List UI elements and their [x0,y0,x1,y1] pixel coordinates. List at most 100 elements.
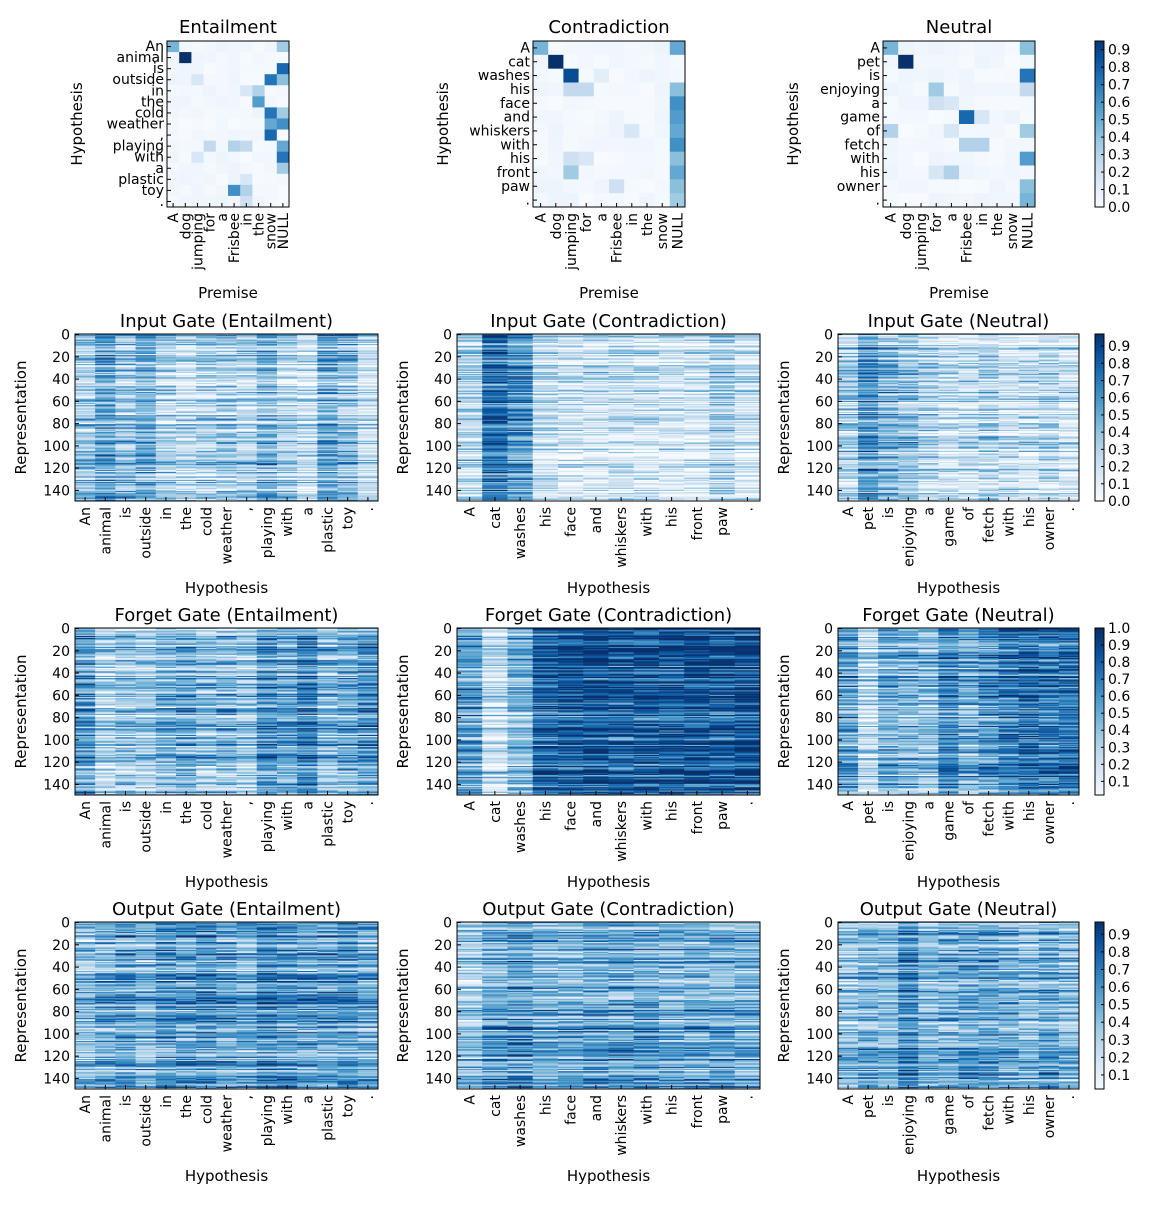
attention-cell [276,96,290,108]
gate-cell [297,444,318,446]
gate-cell [858,375,879,377]
gate-cell [277,354,298,356]
gate-cell [196,350,217,353]
gate-cell [196,462,217,464]
gate-cell [633,387,660,389]
attention-cell [913,151,929,166]
gate-cell [135,484,157,486]
gate-cell [633,393,660,395]
y-tick-label: a [155,161,164,177]
attention-cell [593,41,610,56]
gate-cell [216,484,237,486]
gate-cell [115,472,136,474]
gate-cell [196,387,217,389]
gate-cell [196,470,217,473]
gate-cell [659,482,685,484]
colorbar-segment [1095,104,1104,108]
gate-cell [633,455,660,457]
gate-cell [236,351,258,354]
gate-cell [507,400,534,403]
gate-cell [838,469,859,472]
gate-cell [507,470,534,473]
gate-cell [633,413,660,415]
gate-cell [75,399,96,402]
gate-cell [507,352,534,355]
gate-cell [659,483,685,485]
gate-cell [196,464,217,466]
gate-cell [176,375,197,377]
gate-cell [115,380,136,383]
gate-cell [155,395,177,397]
gate-cell [532,396,559,398]
gate-cell [482,407,508,409]
gate-cell [684,367,710,369]
x-tick-label: is [119,507,135,518]
gate-cell [277,376,298,378]
gate-cell [633,365,660,367]
gate-cell [277,424,298,426]
gate-cell [357,364,379,366]
gate-cell [297,349,318,352]
gate-cell [337,425,359,427]
gate-cell [297,371,318,374]
gate-cell [317,437,338,439]
gate-cell [659,420,685,423]
gate-cell [216,428,237,431]
gate-cell [176,421,197,424]
gate-cell [317,401,338,404]
gate-cell [583,367,609,369]
gate-cell [507,423,534,425]
gate-cell [75,431,96,434]
gate-cell [457,467,483,470]
gate-cell [115,486,136,488]
gate-cell [256,407,278,409]
gate-cell [297,443,318,445]
attention-cell [654,68,671,83]
attention-cell [654,137,671,153]
gate-cell [95,369,116,372]
gate-cell [709,436,736,438]
gate-cell [115,478,136,481]
gate-cell [709,344,736,346]
gate-cell [507,393,534,395]
gate-cell [558,393,584,395]
gate-cell [155,367,177,369]
gate-cell [357,369,379,372]
gate-cell [95,347,116,349]
gate-cell [583,382,609,385]
gate-cell [256,467,278,470]
gate-cell [608,390,635,393]
gate-cell [337,382,359,385]
gate-cell [196,457,217,460]
gate-cell [659,394,685,396]
gate-cell [583,398,609,401]
gate-cell [196,381,217,384]
gate-cell [532,399,559,402]
attention-cell [974,110,990,125]
gate-cell [135,490,157,493]
gate-cell [684,345,710,347]
gate-cell [277,433,298,435]
gate-cell [317,361,338,364]
gate-cell [734,400,761,403]
attention-chart-2: NeutralApetisenjoyingagameoffetchwithhis… [784,17,1036,302]
gate-cell [482,385,508,387]
gate-cell [236,369,258,372]
gate-cell [95,425,116,427]
gate-cell [583,370,609,373]
gate-cell [838,416,859,418]
gate-cell [337,350,359,353]
gate-cell [532,371,559,374]
gate-cell [135,409,157,412]
gate-cell [115,420,136,423]
gate-cell [608,469,635,472]
gate-cell [115,336,136,338]
gate-cell [734,480,761,483]
gate-cell [176,492,197,494]
gate-cell [135,384,157,386]
attention-cell [179,96,192,108]
gate-cell [196,458,217,461]
gate-cell [216,390,237,393]
gate-cell [337,423,359,425]
gate-cell [482,492,508,494]
